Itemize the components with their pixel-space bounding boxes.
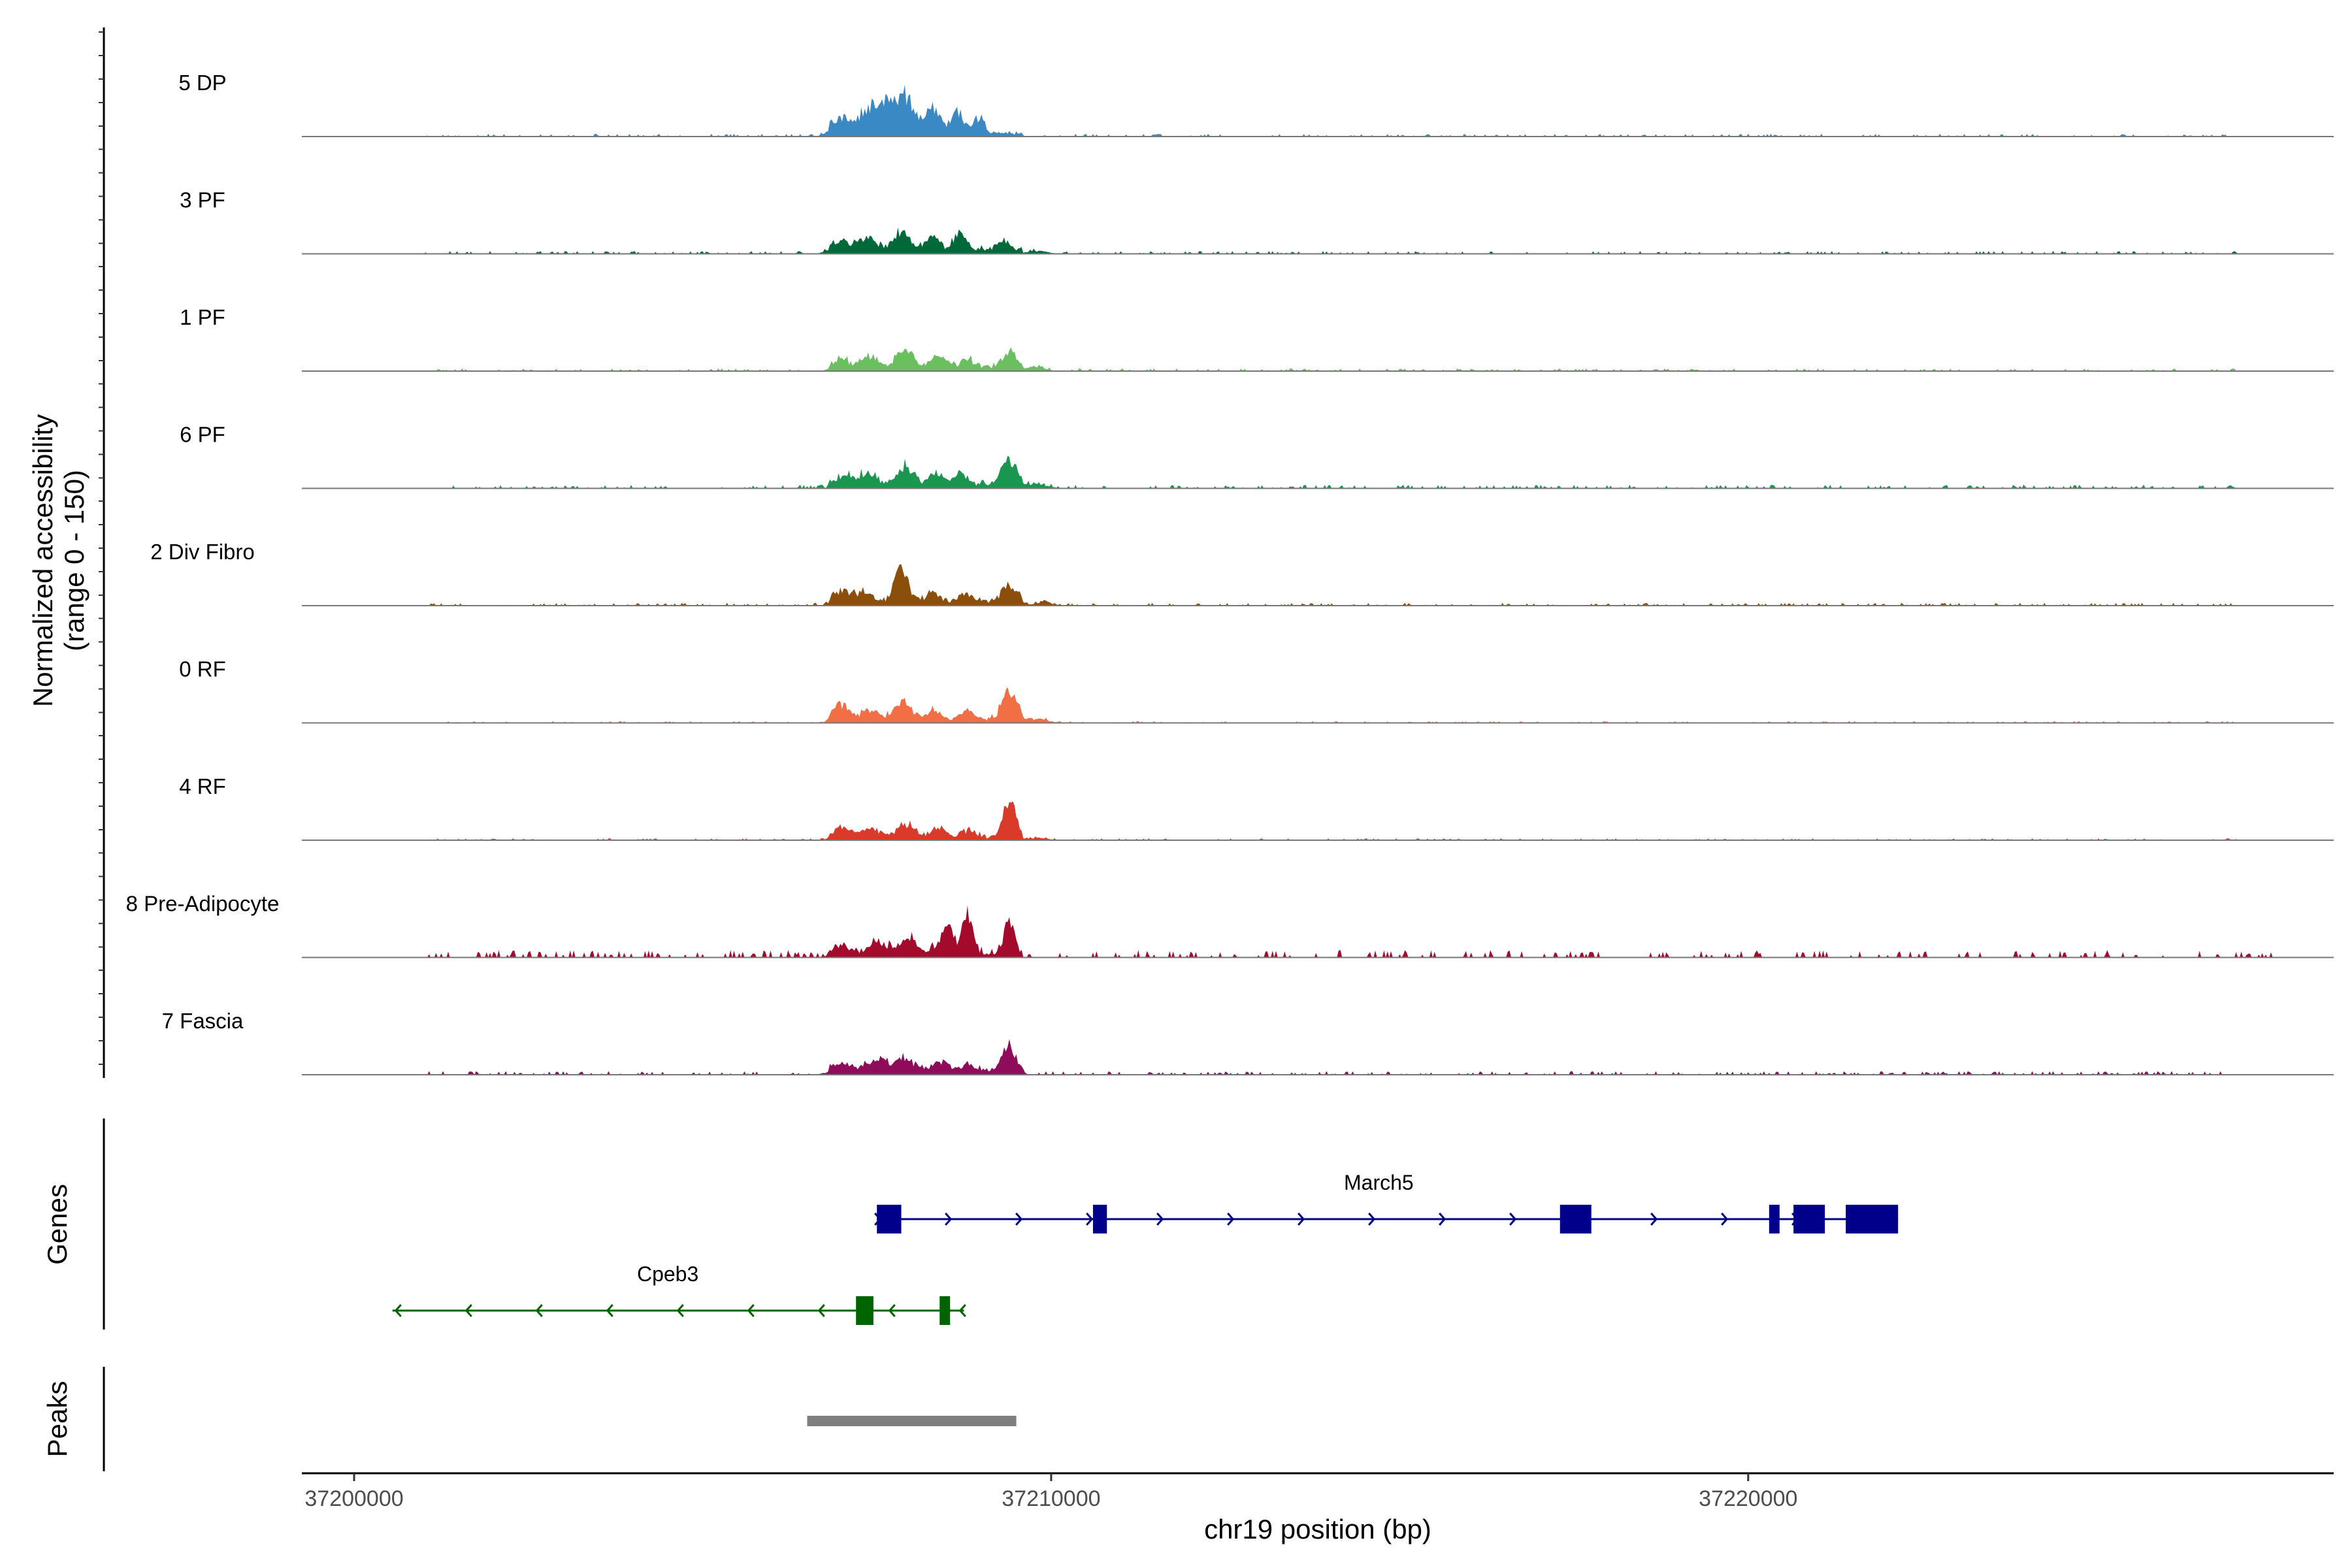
- strand-arrow: [465, 1304, 472, 1317]
- track-label: 8 Pre-Adipocyte: [126, 892, 280, 916]
- gene-cpeb3: Cpeb3: [392, 1262, 966, 1325]
- gene-exon: [1846, 1205, 1899, 1233]
- strand-arrow: [1368, 1213, 1376, 1226]
- strand-arrow: [888, 1304, 896, 1317]
- track-label: 4 RF: [179, 774, 226, 798]
- track-6-pf: 6 PF: [180, 423, 2334, 489]
- x-axis-ticks: 37200000 37210000 37220000: [304, 1473, 1797, 1511]
- strand-arrow: [817, 1304, 825, 1317]
- gene-exon: [1092, 1205, 1107, 1233]
- gene-exon: [856, 1296, 874, 1325]
- coverage-y-ticks: [99, 31, 104, 1065]
- track-1-pf: 1 PF: [180, 305, 2334, 372]
- strand-arrow: [1439, 1213, 1446, 1226]
- strand-arrow: [1086, 1213, 1094, 1226]
- peak-region: [807, 1416, 1017, 1426]
- gene-march5: March5: [874, 1171, 1899, 1233]
- gene-exon: [1793, 1205, 1825, 1233]
- x-axis: 37200000 37210000 37220000 chr19 position …: [302, 1472, 2334, 1544]
- track-label: 3 PF: [180, 188, 225, 212]
- x-tick-label: 37220000: [1699, 1486, 1797, 1511]
- peaks-y-label: Peaks: [42, 1381, 73, 1458]
- gene-name-label: Cpeb3: [637, 1262, 698, 1286]
- track-label: 5 DP: [178, 71, 226, 95]
- gene-exon: [877, 1205, 902, 1233]
- strand-arrow: [1721, 1213, 1729, 1226]
- genes-panel: Genes March5 Cpeb3: [42, 1119, 1899, 1330]
- track-5-dp: 5 DP: [178, 71, 2334, 137]
- gene-models: March5 Cpeb3: [392, 1171, 1899, 1325]
- track-label: 6 PF: [180, 423, 225, 447]
- genes-y-label: Genes: [42, 1184, 73, 1265]
- x-axis-label: chr19 position (bp): [1204, 1514, 1431, 1544]
- strand-arrow: [1227, 1213, 1235, 1226]
- strand-arrow: [1509, 1213, 1517, 1226]
- track-label: 1 PF: [180, 305, 225, 329]
- coverage-tracks: 5 DP 3 PF 1 PF 6 PF 2 Div Fibro 0 RF 4 RF 8 Pre…: [126, 71, 2334, 1075]
- peak-regions: [807, 1416, 1017, 1426]
- strand-arrow: [676, 1304, 684, 1317]
- gene-name-label: March5: [1344, 1171, 1414, 1194]
- track-3-pf: 3 PF: [180, 188, 2334, 255]
- strand-arrow: [1015, 1213, 1023, 1226]
- strand-arrow: [945, 1213, 953, 1226]
- strand-arrow: [1298, 1213, 1305, 1226]
- gene-exon: [1560, 1205, 1592, 1233]
- strand-arrow: [1650, 1213, 1658, 1226]
- coverage-y-label-line1: Normalized accessibility: [27, 414, 58, 707]
- track-4-rf: 4 RF: [179, 774, 2334, 841]
- strand-arrow: [1156, 1213, 1164, 1226]
- track-7-fascia: 7 Fascia: [162, 1009, 2334, 1075]
- x-tick-label: 37200000: [304, 1486, 403, 1511]
- x-tick-label: 37210000: [1002, 1486, 1100, 1511]
- track-0-rf: 0 RF: [179, 657, 2334, 724]
- coverage-y-label-line2: (range 0 - 150): [59, 470, 90, 651]
- strand-arrow: [747, 1304, 755, 1317]
- track-8-pre-adipocyte: 8 Pre-Adipocyte: [126, 892, 2334, 958]
- track-label: 2 Div Fibro: [150, 540, 255, 564]
- peaks-panel: Peaks: [42, 1367, 1017, 1471]
- coverage-panel: Normalized accessibility (range 0 - 150)…: [27, 27, 2334, 1078]
- track-label: 0 RF: [179, 657, 226, 681]
- gene-exon: [1769, 1205, 1780, 1233]
- strand-arrow: [606, 1304, 613, 1317]
- strand-arrow: [394, 1304, 402, 1317]
- gene-exon: [939, 1296, 951, 1325]
- track-2-div-fibro: 2 Div Fibro: [150, 540, 2334, 606]
- strand-arrow: [958, 1304, 966, 1317]
- strand-arrow: [535, 1304, 543, 1317]
- track-label: 7 Fascia: [162, 1009, 244, 1033]
